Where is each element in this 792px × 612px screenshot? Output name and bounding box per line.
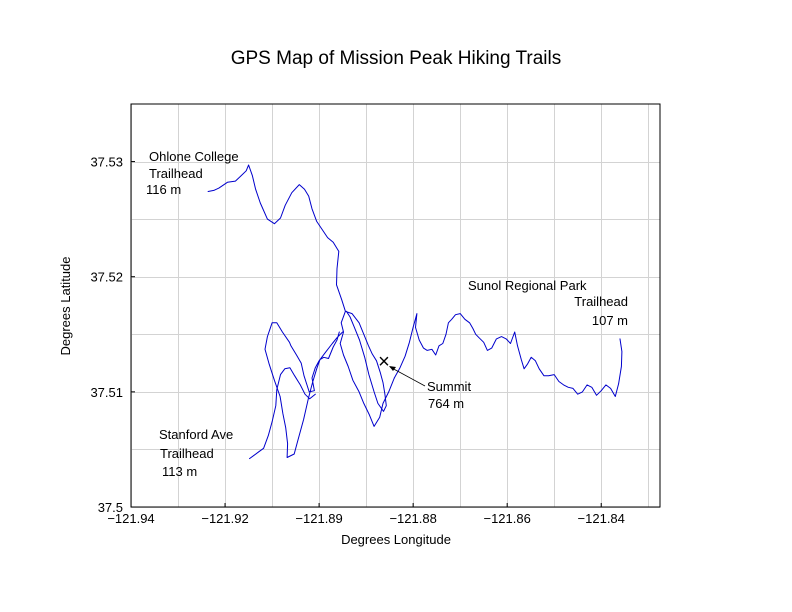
y-tick-label: 37.53 — [90, 155, 123, 170]
ohlone-name: Ohlone College — [149, 149, 239, 164]
summit-pointer-arrowhead — [389, 366, 396, 371]
trail-segment-5 — [249, 367, 316, 460]
sunol-trailhead-label: Sunol Regional Park Trailhead 107 m — [468, 278, 628, 328]
x-tick-label: −121.94 — [107, 511, 154, 526]
trail-segment-2 — [344, 310, 387, 412]
sunol-name: Sunol Regional Park — [468, 278, 587, 293]
trail-segment-4 — [393, 313, 623, 397]
sunol-trailhead-word: Trailhead — [574, 294, 628, 309]
x-tick-label: −121.88 — [389, 511, 436, 526]
axis-ticks: −121.94 −121.92 −121.89 −121.88 −121.86 −121.… — [90, 155, 624, 526]
stanford-elevation: 113 m — [162, 464, 197, 479]
x-tick-label: −121.89 — [295, 511, 342, 526]
plot-frame — [130, 103, 661, 508]
y-tick-label: 37.5 — [98, 500, 123, 515]
x-tick-label: −121.92 — [201, 511, 248, 526]
y-tick-label: 37.51 — [90, 385, 123, 400]
y-axis-label: Degrees Latitude — [58, 256, 73, 355]
stanford-trailhead-label: Stanford Ave Trailhead 113 m — [159, 427, 233, 479]
stanford-trailhead-word: Trailhead — [160, 446, 214, 461]
y-tick-label: 37.52 — [90, 270, 123, 285]
sunol-elevation: 107 m — [592, 313, 628, 328]
ohlone-trailhead-label: Ohlone College Trailhead 116 m — [146, 149, 239, 197]
stanford-name: Stanford Ave — [159, 427, 233, 442]
x-axis-label: Degrees Longitude — [341, 532, 451, 547]
trail-segment-3 — [264, 322, 344, 458]
x-tick-label: −121.84 — [578, 511, 625, 526]
ohlone-elevation: 116 m — [146, 182, 181, 197]
trail-segment-1 — [207, 164, 395, 427]
summit-pointer-line — [389, 366, 426, 387]
grid-lines — [131, 104, 660, 508]
trail-paths — [207, 164, 623, 460]
ohlone-trailhead-word: Trailhead — [149, 166, 203, 181]
summit-marker: × — [378, 351, 390, 373]
summit-label: Summit — [427, 379, 471, 394]
chart-title: GPS Map of Mission Peak Hiking Trails — [231, 48, 562, 69]
x-tick-label: −121.86 — [483, 511, 530, 526]
summit-elevation: 764 m — [428, 396, 464, 411]
